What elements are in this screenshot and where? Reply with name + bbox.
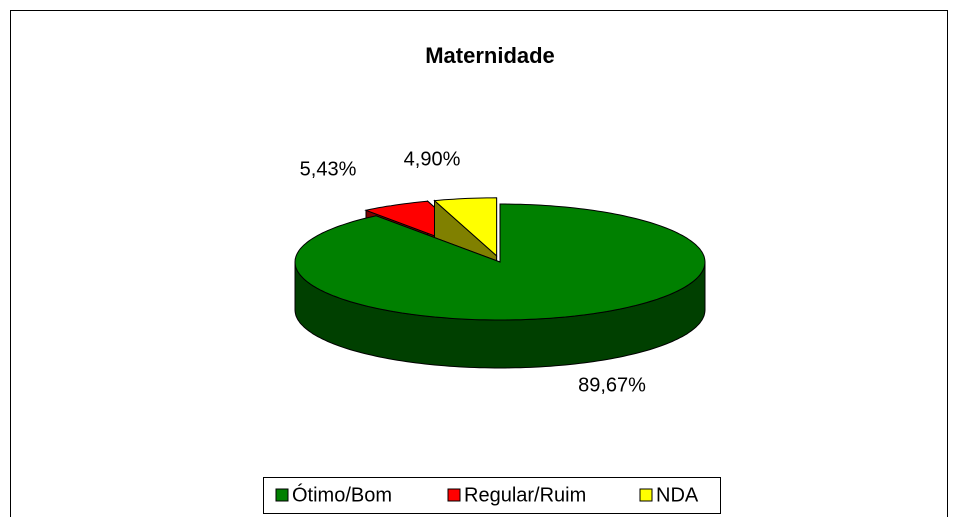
- data-label: 89,67%: [578, 374, 646, 396]
- legend-label: Ótimo/Bom: [292, 483, 392, 506]
- slice: [294, 203, 706, 321]
- legend-label: Regular/Ruim: [464, 484, 586, 506]
- legend-label: NDA: [656, 484, 699, 506]
- legend-swatch: [275, 488, 289, 502]
- legend-swatch: [639, 488, 653, 502]
- legend-swatch: [447, 488, 461, 502]
- data-label: 4,90%: [404, 148, 461, 170]
- chart-title: Maternidade: [425, 43, 555, 68]
- data-label: 5,43%: [300, 158, 357, 180]
- slice: [433, 197, 498, 257]
